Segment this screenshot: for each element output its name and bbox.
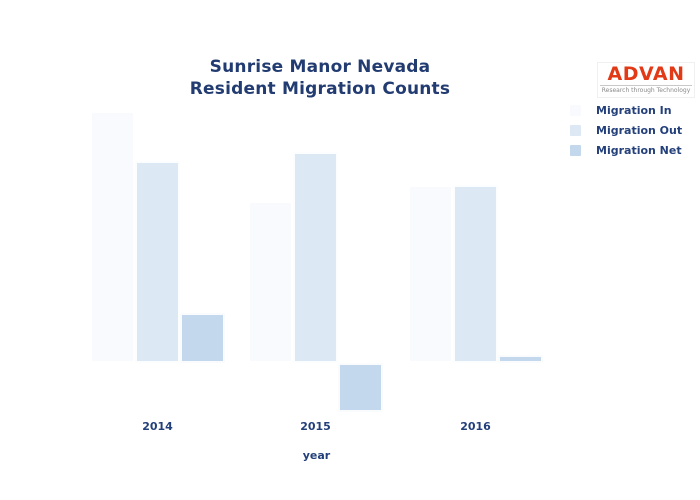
chart-subtitle: Resident Migration Counts [189, 79, 451, 99]
legend-item-migration-out: Migration Out [568, 120, 682, 140]
x-tick-2015: 2015 [300, 420, 331, 433]
advan-logo-tagline: Research through Technology [600, 85, 692, 94]
x-tick-2016: 2016 [460, 420, 491, 433]
bar-migration-in-2016 [408, 185, 453, 363]
legend-swatch-icon [568, 102, 583, 118]
bar-migration-out-2014 [135, 161, 180, 363]
bar-migration-in-2014 [90, 111, 135, 363]
chart-title: Sunrise Manor Nevada [209, 57, 431, 77]
legend-swatch-icon [568, 122, 583, 138]
chart-title-block: Sunrise Manor Nevada Resident Migration … [0, 56, 640, 100]
chart-legend: Migration In Migration Out Migration Net [568, 100, 682, 160]
legend-label: Migration In [596, 103, 672, 117]
x-tick-2014: 2014 [142, 420, 173, 433]
advan-logo-wordmark: ADVAN [607, 63, 685, 85]
advan-logo: ADVAN Research through Technology [597, 62, 695, 98]
legend-item-migration-net: Migration Net [568, 140, 682, 160]
legend-swatch-icon [568, 142, 583, 158]
bar-migration-net-2014 [180, 313, 225, 363]
legend-item-migration-in: Migration In [568, 100, 682, 120]
bar-migration-net-2015 [338, 363, 383, 412]
bar-migration-net-2016 [498, 355, 543, 363]
x-axis-title: year [302, 449, 331, 462]
bar-migration-out-2016 [453, 185, 498, 363]
bar-migration-in-2015 [248, 201, 293, 363]
legend-label: Migration Net [596, 143, 682, 157]
bar-migration-out-2015 [293, 152, 338, 363]
legend-label: Migration Out [596, 123, 683, 137]
